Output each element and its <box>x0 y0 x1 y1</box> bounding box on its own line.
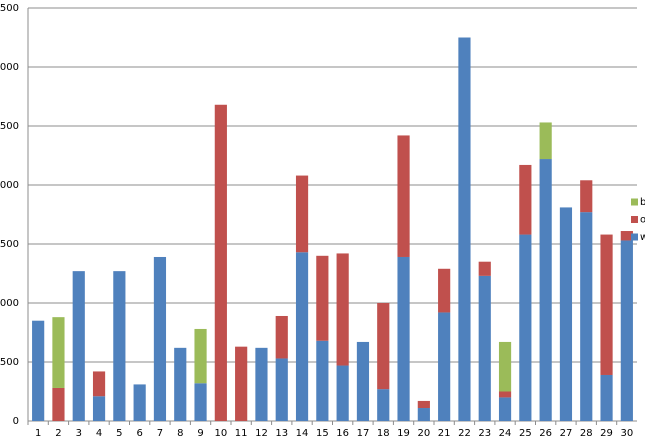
legend-swatch <box>631 198 638 206</box>
bar-segment <box>194 383 207 421</box>
x-tick-label: 25 <box>519 428 532 439</box>
y-tick-label: 0 <box>13 416 19 427</box>
x-tick-label: 6 <box>136 428 142 439</box>
bar-segment <box>539 159 552 422</box>
bar-segment <box>92 396 106 421</box>
y-tick-label: 1500 <box>0 239 19 250</box>
bar-segment <box>519 164 532 235</box>
bar-segment <box>295 175 309 253</box>
x-tick-label: 17 <box>357 428 370 439</box>
bar-segment <box>478 275 491 421</box>
bar-segment <box>498 391 512 398</box>
bar-segment <box>580 212 593 421</box>
bar-segment <box>174 347 187 421</box>
x-tick-label: 8 <box>177 428 183 439</box>
bar-segment <box>397 135 410 257</box>
x-tick-label: 28 <box>580 428 593 439</box>
bar-segment <box>295 252 309 421</box>
bar-segment <box>397 256 410 421</box>
x-tick-label: 9 <box>197 428 203 439</box>
x-tick-label: 24 <box>499 428 512 439</box>
bar-segment <box>32 320 45 421</box>
bar-segment <box>275 315 288 359</box>
bar-segment <box>417 408 430 421</box>
y-tick-label: 1000 <box>0 298 19 309</box>
bar-segment <box>580 180 593 213</box>
bar-segment <box>600 234 613 375</box>
y-tick-label: 2000 <box>0 180 19 191</box>
bar-segment <box>72 271 85 421</box>
x-tick-label: 2 <box>55 428 61 439</box>
x-tick-label: 12 <box>255 428 268 439</box>
bar-segment <box>620 240 633 421</box>
x-tick-label: 5 <box>116 428 122 439</box>
bar-segment <box>336 253 349 366</box>
x-tick-label: 19 <box>397 428 410 439</box>
x-tick-label: 7 <box>157 428 163 439</box>
y-tick-label: 2500 <box>0 121 19 132</box>
bar-segment <box>113 271 126 421</box>
bar-segment <box>316 340 329 421</box>
legend-swatch <box>631 233 638 241</box>
x-tick-label: 15 <box>316 428 329 439</box>
bar-segment <box>356 341 370 421</box>
bar-segment <box>600 374 613 421</box>
legend-label: w <box>640 232 645 243</box>
y-tick-label: 3500 <box>0 3 19 14</box>
x-tick-label: 4 <box>96 428 102 439</box>
bar-segment <box>153 256 167 421</box>
x-tick-label: 16 <box>336 428 349 439</box>
x-tick-label: 3 <box>76 428 82 439</box>
x-tick-label: 29 <box>600 428 613 439</box>
bar-segment <box>519 234 532 421</box>
legend-label: ot <box>640 215 645 226</box>
x-tick-label: 11 <box>235 428 248 439</box>
x-tick-label: 18 <box>377 428 390 439</box>
bar-segment <box>214 104 227 421</box>
bar-segment <box>559 207 573 421</box>
bar-segment <box>316 255 329 341</box>
bar-segment <box>478 261 491 276</box>
bar-segment <box>539 122 552 160</box>
bar-segment <box>498 397 512 421</box>
x-tick-label: 30 <box>620 428 633 439</box>
bar-segment <box>92 371 106 397</box>
bar-segment <box>377 303 390 390</box>
x-tick-label: 10 <box>214 428 227 439</box>
x-tick-label: 20 <box>417 428 430 439</box>
bar-segment <box>52 387 65 421</box>
bar-segment <box>255 347 268 421</box>
x-tick-label: 13 <box>275 428 288 439</box>
x-tick-label: 26 <box>539 428 552 439</box>
bar-segment <box>336 365 349 421</box>
bar-segment <box>194 328 207 384</box>
legend-label: bi <box>640 197 645 208</box>
y-tick-label: 500 <box>0 357 19 368</box>
x-tick-label: 14 <box>296 428 309 439</box>
x-tick-label: 1 <box>35 428 41 439</box>
x-tick-label: 22 <box>458 428 471 439</box>
bar-segment <box>498 341 512 392</box>
bar-segment <box>458 37 471 421</box>
y-tick-label: 3000 <box>0 62 19 73</box>
bar-segment <box>133 384 146 421</box>
legend-swatch <box>631 216 638 223</box>
x-tick-label: 27 <box>560 428 573 439</box>
bar-segment <box>377 389 390 421</box>
bar-segment <box>52 317 65 388</box>
x-tick-label: 21 <box>438 428 451 439</box>
x-tick-label: 23 <box>478 428 491 439</box>
bar-segment <box>620 231 633 241</box>
bar-segment <box>417 400 430 409</box>
bar-segment <box>275 358 288 421</box>
bar-segment <box>438 268 451 313</box>
bar-segment <box>438 312 451 421</box>
bar-segment <box>235 346 248 421</box>
